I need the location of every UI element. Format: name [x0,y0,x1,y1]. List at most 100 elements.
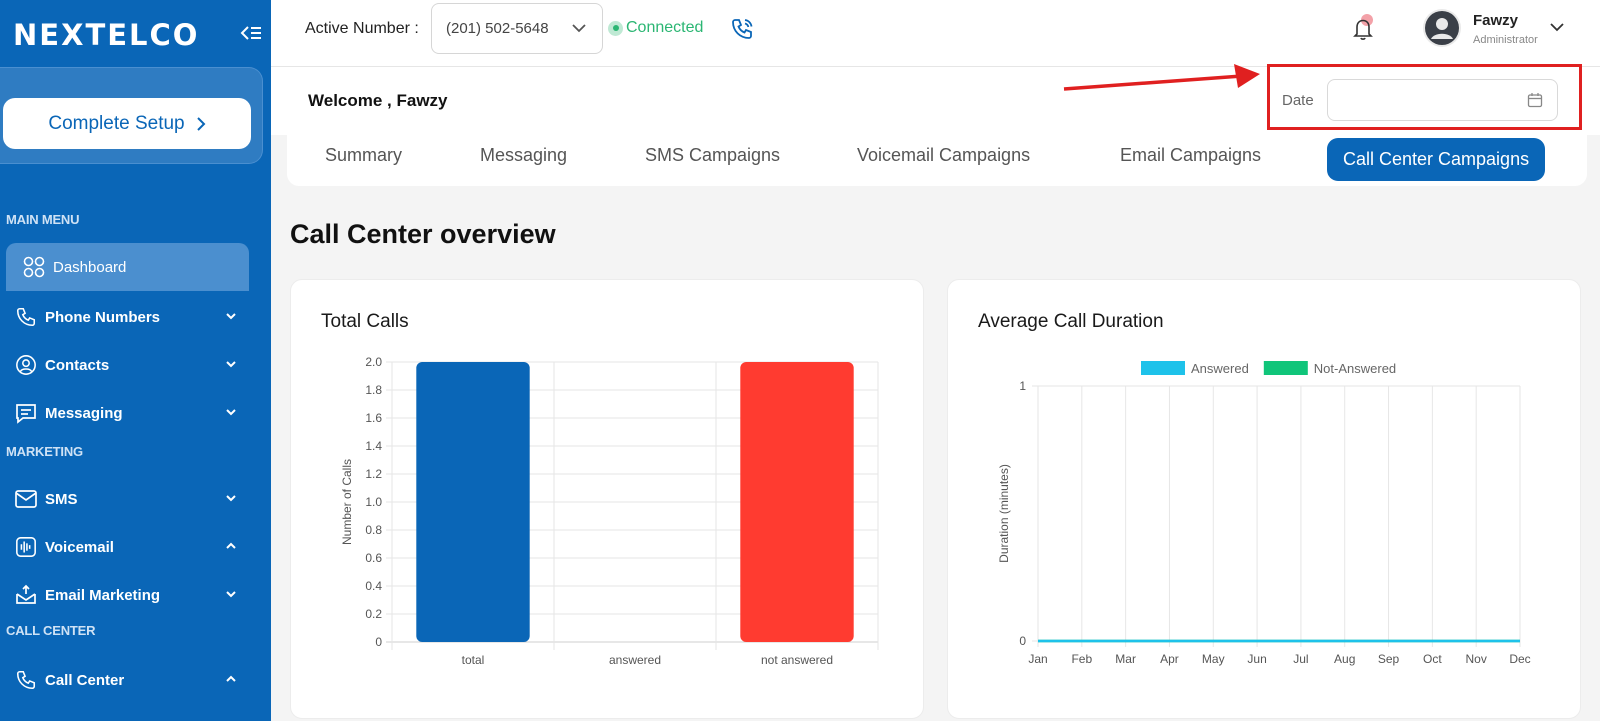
legend-swatch [1141,361,1185,375]
dashboard-tabs: Summary Messaging SMS Campaigns Voicemai… [287,133,1587,186]
sidebar: NEXTELCO Complete Setup MAIN MENU Dashbo… [0,0,271,721]
voicemail-icon [14,535,38,559]
x-tick-label: total [462,653,485,667]
chevron-up-icon [226,542,236,549]
sidebar-item-email-marketing[interactable]: Email Marketing [6,571,249,619]
y-tick-label: 2.0 [365,355,382,369]
sidebar-item-label: Contacts [45,356,110,374]
sidebar-item-phone-numbers[interactable]: Phone Numbers [6,293,249,341]
sms-icon [14,487,38,511]
sidebar-item-dashboard[interactable]: Dashboard [6,243,249,291]
total-calls-card: Total Calls 2.0 1.8 1.6 1.4 1.2 1.0 0.8 0.6 0.4 0… [290,279,924,719]
sidebar-item-sms[interactable]: SMS [6,475,249,523]
email-icon [14,583,38,607]
chevron-down-icon [226,495,236,502]
chevron-down-icon [226,361,236,368]
phone-icon [14,668,38,692]
x-tick-label: not answered [761,653,833,667]
bar [740,362,854,642]
tab-sms-campaigns[interactable]: SMS Campaigns [645,145,781,165]
y-tick-label: 0 [375,635,382,649]
phone-call-icon[interactable] [729,16,757,44]
user-role: Administrator [1473,34,1538,46]
legend-swatch [1263,361,1308,375]
x-tick-label: Aug [1334,652,1355,666]
y-tick-label: 0.4 [365,579,382,593]
x-tick-label: answered [609,653,661,667]
y-tick-label: 1.0 [365,495,382,509]
chevron-up-icon [226,675,236,682]
phone-icon [14,305,38,329]
y-tick-label: 0.6 [365,551,382,565]
y-tick-label: 1.4 [365,439,382,453]
y-tick-label: 1.8 [365,383,382,397]
sidebar-item-label: Call Center [45,671,125,689]
chevron-down-icon [226,409,236,416]
connection-status: Connected [608,19,703,37]
active-number-select[interactable]: (201) 502-5648 [431,3,603,54]
user-name: Fawzy [1473,12,1519,29]
x-tick-label: May [1202,652,1225,666]
tab-summary[interactable]: Summary [325,145,403,165]
sidebar-item-call-center[interactable]: Call Center [6,656,249,704]
date-label: Date [1282,92,1314,109]
tab-email-campaigns[interactable]: Email Campaigns [1120,145,1262,165]
total-calls-chart: 2.0 1.8 1.6 1.4 1.2 1.0 0.8 0.6 0.4 0.2 0 total answ… [340,355,879,667]
tab-voicemail-campaigns[interactable]: Voicemail Campaigns [857,145,1031,165]
message-icon [14,401,38,425]
x-tick-label: Dec [1509,652,1530,666]
chevron-down-icon [572,24,586,33]
logo: NEXTELCO [13,18,200,52]
sidebar-item-label: Dashboard [53,258,127,276]
sidebar-item-label: Email Marketing [45,586,161,604]
y-tick-label: 0.8 [365,523,382,537]
x-tick-label: Apr [1160,652,1179,666]
x-tick-label: Feb [1071,652,1092,666]
annotation-arrow [1063,64,1260,91]
sidebar-item-contacts[interactable]: Contacts [6,341,249,389]
x-tick-label: Sep [1378,652,1400,666]
chevron-down-icon [226,591,236,598]
sidebar-item-voicemail[interactable]: Voicemail [6,523,249,571]
section-call-center: CALL CENTER [6,623,96,638]
contact-icon [14,353,38,377]
page-title: Call Center overview [290,219,556,249]
calendar-icon[interactable] [1527,92,1543,108]
y-tick-label: 1.2 [365,467,382,481]
notification-bell-icon[interactable] [1348,12,1378,44]
y-axis-label: Duration (minutes) [997,464,1011,563]
active-number-label: Active Number : [305,20,419,37]
y-tick-label: 0.2 [365,607,382,621]
avatar[interactable] [1423,9,1461,47]
section-marketing: MARKETING [6,444,83,459]
sidebar-item-messaging[interactable]: Messaging [6,389,249,437]
tab-call-center-campaigns[interactable]: Call Center Campaigns [1327,138,1546,181]
x-tick-label: Jun [1247,652,1266,666]
complete-setup-button[interactable]: Complete Setup [3,98,251,149]
chart-title: Average Call Duration [978,311,1164,332]
chart-title: Total Calls [321,311,409,332]
grid-icon [22,255,46,279]
x-tick-label: Nov [1466,652,1487,666]
top-bar: Active Number : (201) 502-5648 Connected… [271,0,1600,67]
collapse-sidebar-icon[interactable] [240,23,262,43]
sidebar-item-label: Voicemail [45,538,114,556]
bar [416,362,530,642]
tab-messaging[interactable]: Messaging [480,145,568,165]
y-tick-label: 0 [1019,634,1026,648]
setup-panel: Complete Setup [0,67,263,164]
y-axis-label: Number of Calls [340,459,354,545]
welcome-bar: Welcome , Fawzy Date [271,67,1600,135]
y-tick-label: 1.6 [365,411,382,425]
complete-setup-label: Complete Setup [48,112,185,134]
status-dot-icon [608,20,623,36]
x-tick-label: Jul [1293,652,1308,666]
date-input[interactable] [1327,79,1558,121]
x-tick-label: Mar [1115,652,1136,666]
chevron-down-icon [226,313,236,320]
legend-label: Not-Answered [1314,361,1396,376]
chevron-down-icon[interactable] [1550,22,1564,32]
section-main-menu: MAIN MENU [6,212,80,227]
chevron-right-icon [196,116,206,131]
